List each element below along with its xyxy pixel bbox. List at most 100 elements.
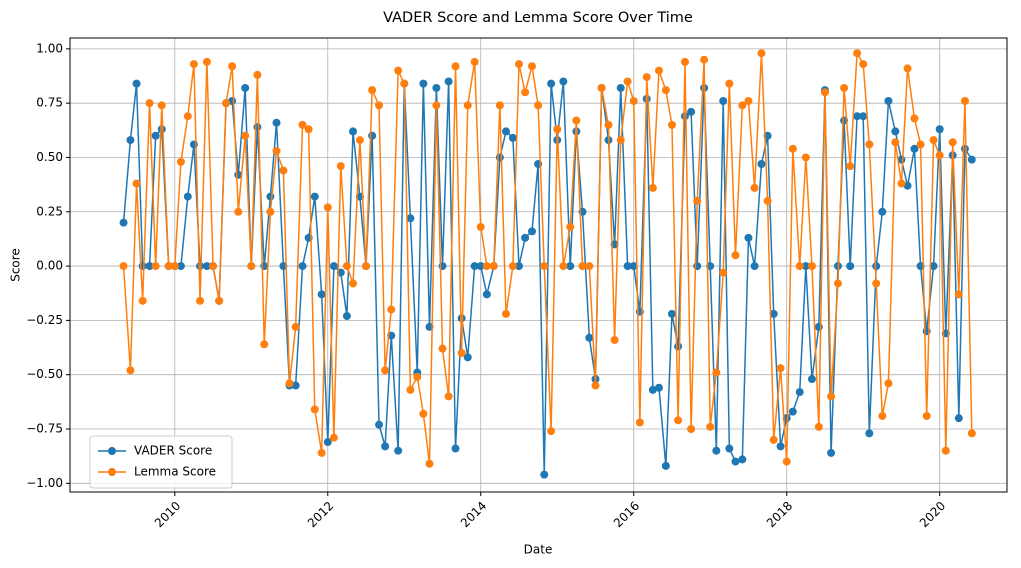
data-point bbox=[470, 57, 479, 66]
data-point bbox=[349, 127, 358, 136]
data-point bbox=[667, 120, 676, 129]
data-point bbox=[872, 262, 881, 271]
data-point bbox=[310, 192, 319, 201]
data-point bbox=[145, 99, 154, 108]
data-point bbox=[623, 77, 632, 86]
data-point bbox=[585, 333, 594, 342]
data-point bbox=[482, 262, 491, 271]
data-point bbox=[629, 96, 638, 105]
data-point bbox=[693, 262, 702, 271]
data-point bbox=[291, 322, 300, 331]
legend-box bbox=[89, 435, 233, 489]
data-point bbox=[317, 448, 326, 457]
data-point bbox=[929, 262, 938, 271]
data-point bbox=[310, 405, 319, 414]
data-point bbox=[342, 312, 351, 321]
y-tick-label: 1.00 bbox=[36, 41, 63, 55]
data-point bbox=[362, 262, 371, 271]
data-point bbox=[910, 114, 919, 123]
data-point bbox=[846, 262, 855, 271]
data-point bbox=[253, 123, 262, 132]
data-point bbox=[215, 296, 224, 305]
data-point bbox=[648, 385, 657, 394]
data-point bbox=[597, 83, 606, 92]
data-point bbox=[119, 262, 128, 271]
data-point bbox=[878, 411, 887, 420]
series-line bbox=[122, 81, 973, 475]
data-point bbox=[329, 262, 338, 271]
data-point bbox=[960, 96, 969, 105]
data-point bbox=[859, 60, 868, 69]
y-tick-label: −0.25 bbox=[26, 313, 63, 327]
data-point bbox=[712, 446, 721, 455]
data-point bbox=[782, 457, 791, 466]
data-point bbox=[266, 192, 275, 201]
data-point bbox=[814, 322, 823, 331]
y-tick-label: 0.00 bbox=[36, 259, 63, 273]
data-point bbox=[476, 222, 485, 231]
data-point bbox=[840, 83, 849, 92]
data-point bbox=[769, 435, 778, 444]
data-point bbox=[432, 83, 441, 92]
data-point bbox=[138, 296, 147, 305]
data-point bbox=[176, 262, 185, 271]
data-point bbox=[629, 262, 638, 271]
data-point bbox=[687, 107, 696, 116]
data-point bbox=[234, 207, 243, 216]
data-point bbox=[853, 112, 862, 121]
data-point bbox=[151, 131, 160, 140]
data-point bbox=[674, 416, 683, 425]
data-point bbox=[954, 290, 963, 299]
y-tick-label: −0.75 bbox=[26, 422, 63, 436]
data-point bbox=[865, 140, 874, 149]
data-point bbox=[368, 131, 377, 140]
data-point bbox=[827, 392, 836, 401]
data-point bbox=[922, 411, 931, 420]
data-point bbox=[547, 79, 556, 88]
data-point bbox=[935, 125, 944, 134]
data-point bbox=[247, 262, 256, 271]
data-point bbox=[323, 438, 332, 447]
data-point bbox=[527, 227, 536, 236]
data-point bbox=[661, 86, 670, 95]
data-point bbox=[616, 83, 625, 92]
data-point bbox=[725, 444, 734, 453]
data-point bbox=[750, 262, 759, 271]
y-tick-label: −1.00 bbox=[26, 476, 63, 490]
data-point bbox=[788, 407, 797, 416]
data-point bbox=[635, 418, 644, 427]
data-point bbox=[769, 309, 778, 318]
data-point bbox=[616, 136, 625, 145]
data-point bbox=[744, 96, 753, 105]
data-point bbox=[291, 381, 300, 390]
data-point bbox=[482, 290, 491, 299]
data-point bbox=[547, 427, 556, 436]
data-point bbox=[387, 305, 396, 314]
y-tick-label: −0.50 bbox=[26, 367, 63, 381]
data-point bbox=[719, 96, 728, 105]
y-tick-label: 0.25 bbox=[36, 204, 63, 218]
data-point bbox=[795, 388, 804, 397]
data-point bbox=[566, 262, 575, 271]
data-point bbox=[738, 101, 747, 110]
data-point bbox=[712, 368, 721, 377]
data-point bbox=[654, 66, 663, 75]
data-point bbox=[438, 344, 447, 353]
data-point bbox=[406, 385, 415, 394]
data-point bbox=[285, 379, 294, 388]
legend-label: VADER Score bbox=[134, 444, 212, 458]
data-point bbox=[400, 79, 409, 88]
data-point bbox=[795, 262, 804, 271]
data-point bbox=[553, 125, 562, 134]
data-point bbox=[859, 112, 868, 121]
data-point bbox=[501, 309, 510, 318]
data-point bbox=[674, 342, 683, 351]
y-tick-label: 0.75 bbox=[36, 96, 63, 110]
data-point bbox=[833, 279, 842, 288]
data-point bbox=[884, 379, 893, 388]
data-point bbox=[176, 157, 185, 166]
data-point bbox=[202, 262, 211, 271]
legend: VADER Score Lemma Score bbox=[89, 435, 233, 489]
data-point bbox=[202, 57, 211, 66]
data-point bbox=[878, 207, 887, 216]
